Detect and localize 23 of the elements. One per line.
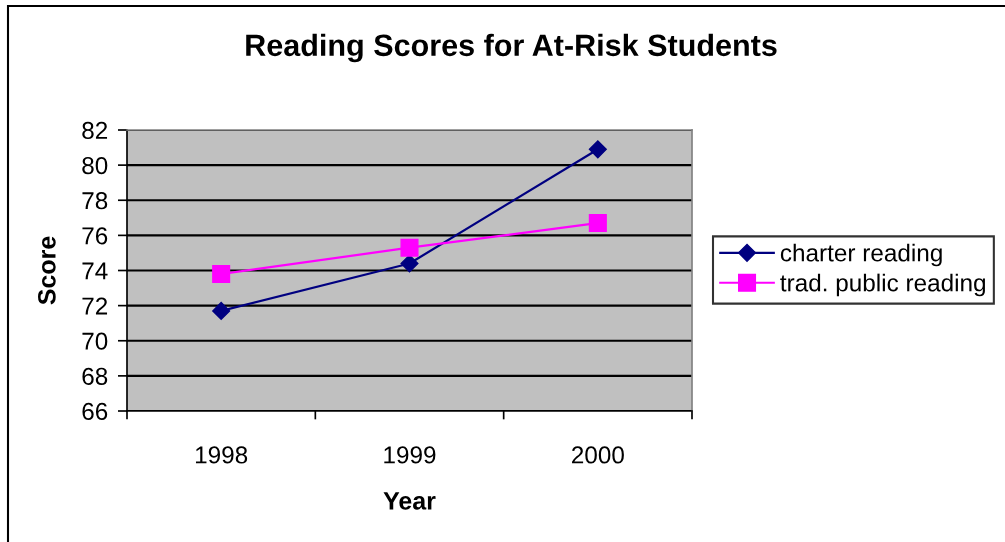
x-axis-title: Year [383,492,436,510]
y-tick-label: 68 [82,367,108,385]
x-tick-label: 1999 [384,446,436,464]
point [400,238,419,257]
y-axis-title: Score [38,236,56,305]
point [212,264,231,284]
chart-title: Reading Scores for At-Risk Students [246,33,777,63]
x-tick-label: 1998 [195,446,248,464]
point [588,214,607,233]
x-tick-label: 2000 [572,446,624,464]
point [212,301,231,320]
y-tick-label: 74 [82,262,108,280]
y-tick-label: 82 [82,121,108,140]
legend-label: charter reading [780,243,942,267]
y-tick-label: 72 [82,297,108,315]
legend-label: trad. public reading [780,273,985,297]
y-tick-label: 80 [82,156,108,175]
y-tick-label: 76 [82,227,108,245]
point [588,140,607,159]
y-tick-label: 70 [82,332,108,350]
y-tick-label: 66 [82,402,108,421]
point [400,254,419,273]
y-tick-label: 78 [82,192,108,210]
